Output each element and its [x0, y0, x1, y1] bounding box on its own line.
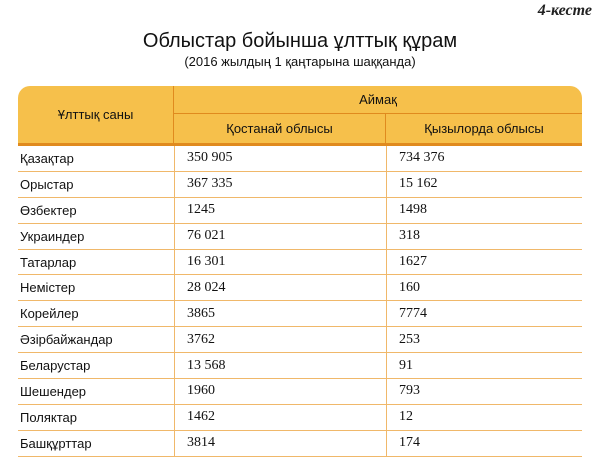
kostanay-value-cell: 3814	[174, 430, 386, 456]
table-row: Беларустар 13 568 91	[18, 353, 582, 380]
table-row: Әзірбайжандар 3762 253	[18, 327, 582, 354]
table-header: Ұлттық саны Аймақ Қостанай облысы Қызыло…	[18, 86, 582, 146]
header-region: Аймақ	[174, 86, 582, 114]
kostanay-value-cell: 1960	[174, 379, 386, 404]
nationality-cell: Қазақтар	[20, 150, 74, 166]
nationality-table: Ұлттық саны Аймақ Қостанай облысы Қызыло…	[18, 86, 582, 457]
table-row: Қазақтар 350 905 734 376	[18, 146, 582, 172]
table-row: Шешендер 1960 793	[18, 379, 582, 405]
nationality-cell: Әзірбайжандар	[20, 332, 113, 348]
kostanay-value-cell: 3762	[174, 327, 386, 353]
kyzylorda-value-cell: 253	[386, 327, 582, 353]
nationality-cell: Немістер	[20, 280, 76, 296]
nationality-cell: Татарлар	[20, 254, 77, 270]
table-row: Поляктар 1462 12	[18, 404, 582, 431]
nationality-cell: Өзбектер	[20, 202, 77, 218]
kyzylorda-value-cell: 793	[386, 379, 582, 404]
table-number-label: 4-кесте	[537, 2, 592, 19]
kostanay-value-cell: 76 021	[174, 223, 386, 249]
table-row: Башқұрттар 3814 174	[18, 430, 582, 457]
kyzylorda-value-cell: 160	[386, 275, 582, 301]
kostanay-value-cell: 28 024	[174, 275, 386, 301]
kostanay-value-cell: 13 568	[174, 353, 386, 379]
table-body: Қазақтар 350 905 734 376 Орыстар 367 335 15 1…	[18, 146, 582, 457]
kostanay-value-cell: 16 301	[174, 249, 386, 275]
kyzylorda-value-cell: 734 376	[386, 146, 582, 171]
kyzylorda-value-cell: 15 162	[386, 171, 582, 197]
header-nationality: Ұлттық саны	[18, 86, 174, 143]
kyzylorda-value-cell: 1498	[386, 197, 582, 223]
table-row: Украиндер 76 021 318	[18, 223, 582, 250]
nationality-cell: Беларустар	[20, 358, 91, 374]
nationality-cell: Поляктар	[20, 409, 78, 425]
kyzylorda-value-cell: 318	[386, 223, 582, 249]
header-kostanay: Қостанай облысы	[174, 114, 386, 143]
nationality-cell: Башқұрттар	[20, 435, 92, 451]
nationality-cell: Орыстар	[20, 176, 74, 192]
table-row: Орыстар 367 335 15 162	[18, 171, 582, 198]
kostanay-value-cell: 1245	[174, 197, 386, 223]
kostanay-value-cell: 1462	[174, 404, 386, 430]
kostanay-value-cell: 3865	[174, 301, 386, 327]
page-title: Облыстар бойынша ұлттық құрам	[142, 30, 458, 52]
page-subtitle: (2016 жылдың 1 қаңтарына шаққанда)	[184, 54, 416, 69]
nationality-cell: Корейлер	[20, 306, 79, 322]
table-row: Немістер 28 024 160	[18, 275, 582, 302]
nationality-cell: Шешендер	[20, 383, 87, 399]
kyzylorda-value-cell: 12	[386, 404, 582, 430]
table-row: Өзбектер 1245 1498	[18, 197, 582, 224]
kyzylorda-value-cell: 91	[386, 353, 582, 379]
kyzylorda-value-cell: 174	[386, 430, 582, 456]
kyzylorda-value-cell: 1627	[386, 249, 582, 275]
header-kyzylorda: Қызылорда облысы	[424, 121, 544, 136]
kyzylorda-value-cell: 7774	[386, 301, 582, 327]
kostanay-value-cell: 350 905	[174, 146, 386, 171]
kostanay-value-cell: 367 335	[174, 171, 386, 197]
table-row: Корейлер 3865 7774	[18, 301, 582, 328]
nationality-cell: Украиндер	[20, 228, 85, 244]
table-row: Татарлар 16 301 1627	[18, 249, 582, 276]
